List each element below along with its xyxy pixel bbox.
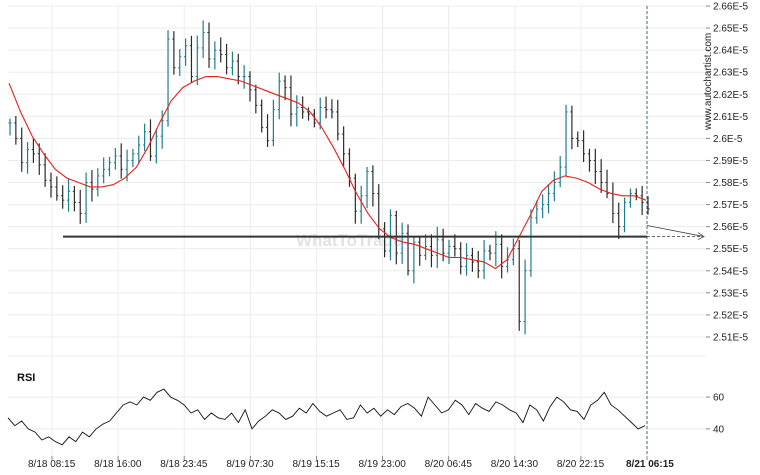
- price-tick-label: 2.53E-5: [713, 288, 748, 299]
- rsi-tick-label: 40: [713, 424, 725, 435]
- price-tick-label: 2.63E-5: [713, 68, 748, 79]
- price-tick-label: 2.65E-5: [713, 24, 748, 35]
- price-tick-label: 2.66E-5: [713, 2, 748, 13]
- price-axis-labels: 2.66E-5 2.65E-5 2.64E-5 2.63E-5 2.62E-5 2.61E…: [706, 2, 748, 343]
- price-tick-label: 2.55E-5: [713, 244, 748, 255]
- price-tick-label: 2.58E-5: [713, 178, 748, 189]
- projection-line: [646, 225, 705, 237]
- rsi-line: [7, 388, 646, 446]
- price-tick-label: 2.61E-5: [713, 112, 748, 123]
- price-tick-label: 2.6E-5: [713, 134, 743, 145]
- time-tick-label: 8/18 23:45: [160, 459, 208, 470]
- price-tick-label: 2.59E-5: [713, 156, 748, 167]
- price-tick-label: 2.56E-5: [713, 222, 748, 233]
- time-tick-label: 8/20 22:15: [557, 459, 605, 470]
- time-tick-label: 8/19 23:00: [359, 459, 407, 470]
- price-tick-label: 2.64E-5: [713, 46, 748, 57]
- brand-text: www.autochartist.com: [703, 33, 714, 131]
- moving-average-line: [8, 76, 647, 270]
- price-tick-label: 2.54E-5: [713, 266, 748, 277]
- price-tick-label: 2.51E-5: [713, 332, 748, 343]
- rsi-axis-labels: 60 40: [706, 393, 725, 435]
- time-tick-label: 8/18 16:00: [94, 459, 142, 470]
- time-tick-label: 8/20 06:45: [425, 459, 473, 470]
- time-tick-label: 8/20 14:30: [491, 459, 539, 470]
- price-bars: [8, 20, 650, 335]
- time-tick-label: 8/18 08:15: [28, 459, 76, 470]
- current-time-label: 8/21 06:15: [626, 459, 674, 470]
- price-tick-label: 2.57E-5: [713, 200, 748, 211]
- price-grid: [8, 5, 706, 456]
- time-axis-labels: 8/18 08:15 8/18 16:00 8/18 23:45 8/19 07:30…: [28, 456, 674, 470]
- rsi-tick-label: 60: [713, 393, 725, 404]
- time-tick-label: 8/19 15:15: [292, 459, 340, 470]
- rsi-grid: [8, 396, 706, 430]
- time-tick-label: 8/19 07:30: [226, 459, 274, 470]
- price-tick-label: 2.52E-5: [713, 310, 748, 321]
- rsi-title: RSI: [17, 372, 35, 384]
- price-tick-label: 2.62E-5: [713, 90, 748, 101]
